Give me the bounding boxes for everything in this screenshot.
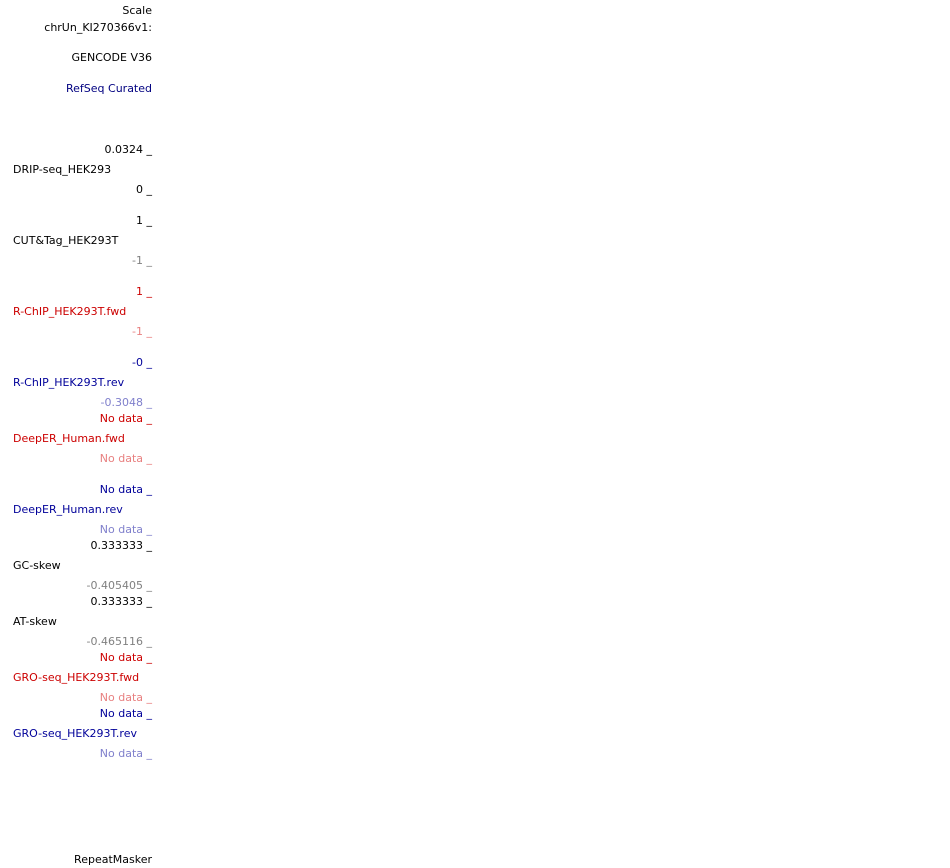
deeper-rev-track-label[interactable]: DeepER_Human.rev bbox=[13, 503, 123, 516]
deeper-rev-min: No data _ bbox=[99, 523, 152, 536]
deeper-fwd-min: No data _ bbox=[99, 452, 152, 465]
gro-rev-min: No data _ bbox=[99, 747, 152, 760]
gro-rev-track-label[interactable]: GRO-seq_HEK293T.rev bbox=[13, 727, 137, 740]
at-skew-max: 0.333333 _ bbox=[90, 595, 152, 608]
rchip-fwd-max: 1 _ bbox=[136, 285, 152, 298]
rchip-fwd-min: -1 _ bbox=[132, 325, 152, 338]
cut-tag-min: -1 _ bbox=[132, 254, 152, 267]
deeper-fwd-max: No data _ bbox=[99, 412, 152, 425]
at-skew-track-label[interactable]: AT-skew bbox=[13, 615, 57, 628]
drip-seq-min: 0 _ bbox=[136, 183, 152, 196]
rchip-rev-max: -0 _ bbox=[132, 356, 152, 369]
gencode-track-label[interactable]: GENCODE V36 bbox=[71, 51, 152, 64]
repeatmasker-track-label[interactable]: RepeatMasker bbox=[74, 853, 152, 866]
cut-tag-max: 1 _ bbox=[136, 214, 152, 227]
gc-skew-max: 0.333333 _ bbox=[90, 539, 152, 552]
scale-label[interactable]: Scale bbox=[122, 4, 152, 17]
at-skew-min: -0.465116 _ bbox=[86, 635, 152, 648]
gro-fwd-min: No data _ bbox=[99, 691, 152, 704]
drip-seq-max: 0.0324 _ bbox=[104, 143, 153, 156]
deeper-rev-max: No data _ bbox=[99, 483, 152, 496]
deeper-fwd-track-label[interactable]: DeepER_Human.fwd bbox=[13, 432, 125, 445]
gro-rev-max: No data _ bbox=[99, 707, 152, 720]
gro-fwd-track-label[interactable]: GRO-seq_HEK293T.fwd bbox=[13, 671, 140, 684]
chrom-label[interactable]: chrUn_KI270366v1: bbox=[44, 21, 152, 34]
cut-tag-track-label[interactable]: CUT&Tag_HEK293T bbox=[13, 234, 119, 247]
rchip-rev-track-label[interactable]: R-ChIP_HEK293T.rev bbox=[13, 376, 125, 389]
gro-fwd-max: No data _ bbox=[99, 651, 152, 664]
drip-seq-track-label[interactable]: DRIP-seq_HEK293 bbox=[13, 163, 112, 176]
refseq-track-label[interactable]: RefSeq Curated bbox=[66, 82, 152, 95]
gc-skew-track-label[interactable]: GC-skew bbox=[13, 559, 61, 572]
rchip-fwd-track-label[interactable]: R-ChIP_HEK293T.fwd bbox=[13, 305, 127, 318]
rchip-rev-min: -0.3048 _ bbox=[100, 396, 152, 409]
gc-skew-min: -0.405405 _ bbox=[86, 579, 152, 592]
